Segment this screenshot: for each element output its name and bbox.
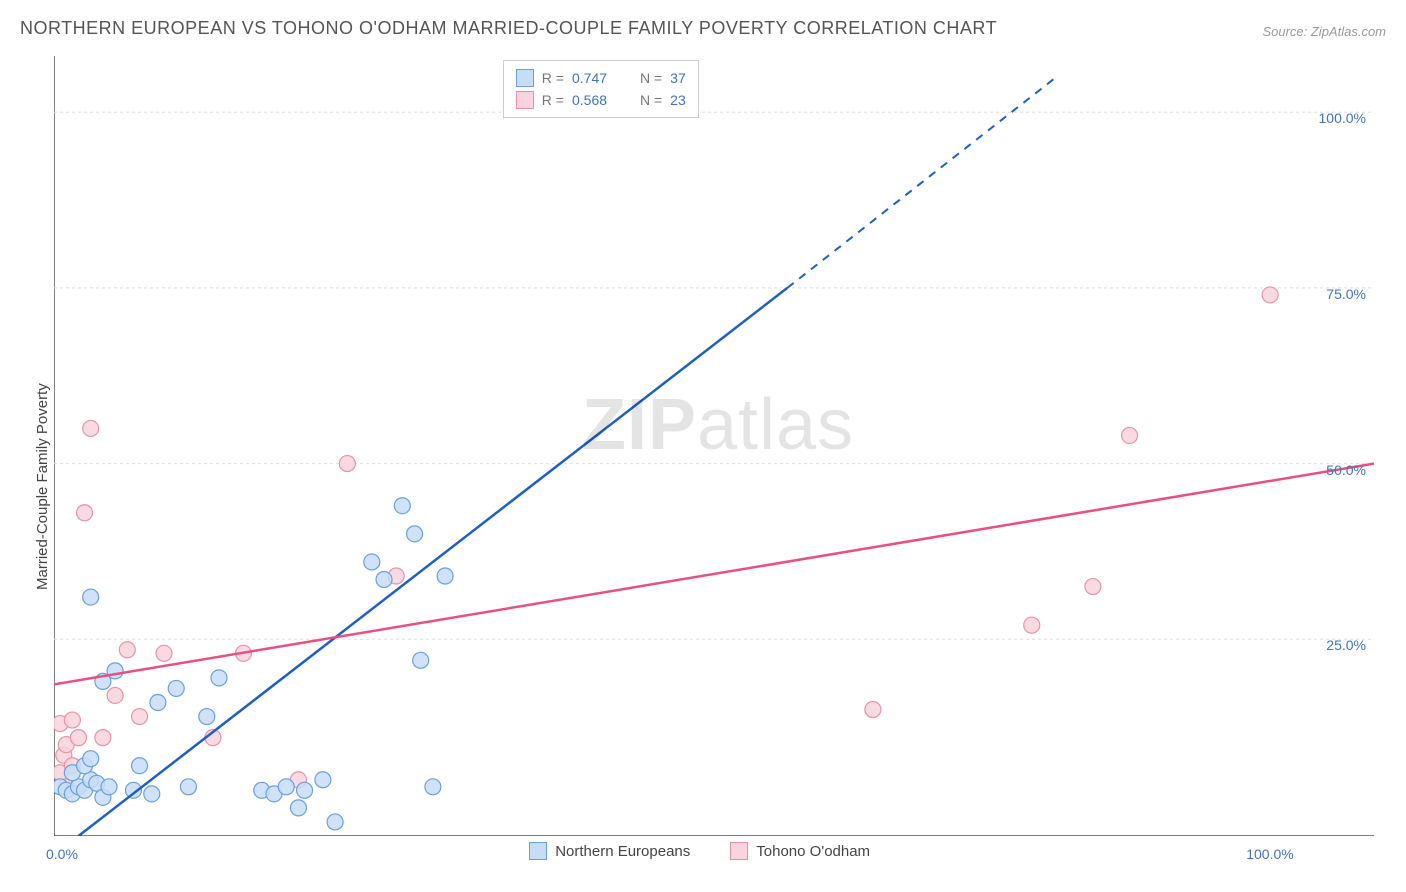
n-label: N = — [640, 89, 662, 111]
y-tick-label: 50.0% — [1326, 462, 1366, 478]
n-label: N = — [640, 67, 662, 89]
series-legend-item: Northern Europeans — [529, 842, 690, 860]
scatter-plot — [54, 56, 1374, 836]
y-tick-label: 75.0% — [1326, 286, 1366, 302]
legend-swatch — [529, 842, 547, 860]
series-label: Tohono O'odham — [756, 843, 870, 860]
x-tick-min: 0.0% — [46, 846, 78, 862]
legend-swatch — [516, 69, 534, 87]
correlation-legend-row: R = 0.747 N = 37 — [516, 67, 686, 89]
chart-title: NORTHERN EUROPEAN VS TOHONO O'ODHAM MARR… — [20, 18, 997, 39]
series-label: Northern Europeans — [555, 843, 690, 860]
y-tick-label: 25.0% — [1326, 637, 1366, 653]
r-value: 0.568 — [572, 89, 622, 111]
n-value: 37 — [670, 67, 686, 89]
correlation-legend-row: R = 0.568 N = 23 — [516, 89, 686, 111]
r-label: R = — [542, 67, 564, 89]
y-tick-label: 100.0% — [1319, 110, 1366, 126]
correlation-legend: R = 0.747 N = 37 R = 0.568 N = 23 — [503, 60, 699, 118]
r-value: 0.747 — [572, 67, 622, 89]
r-label: R = — [542, 89, 564, 111]
n-value: 23 — [670, 89, 686, 111]
legend-swatch — [730, 842, 748, 860]
series-legend: Northern Europeans Tohono O'odham — [529, 842, 870, 860]
series-legend-item: Tohono O'odham — [730, 842, 870, 860]
x-tick-max: 100.0% — [1246, 846, 1293, 862]
source-citation: Source: ZipAtlas.com — [1262, 24, 1386, 39]
legend-swatch — [516, 91, 534, 109]
y-axis-label: Married-Couple Family Poverty — [34, 383, 51, 590]
